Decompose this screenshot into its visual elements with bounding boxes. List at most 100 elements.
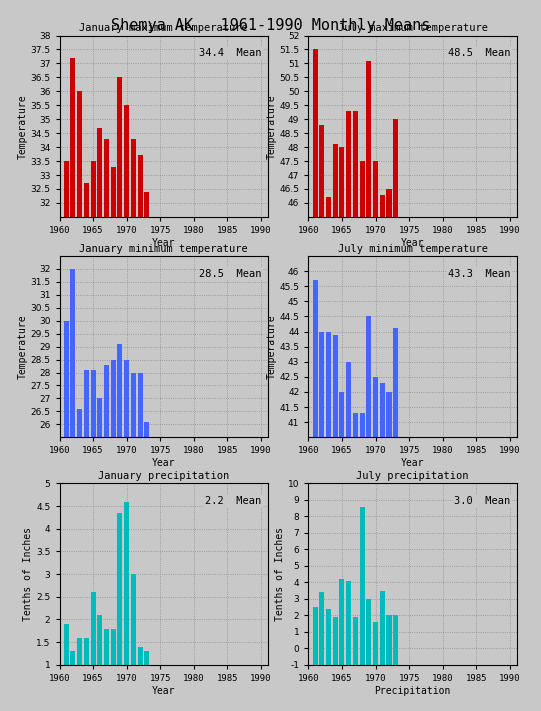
Bar xyxy=(137,373,143,437)
Y-axis label: Temperature: Temperature xyxy=(17,314,28,379)
Title: January maximum temperature: January maximum temperature xyxy=(80,23,248,33)
Bar xyxy=(70,58,75,217)
Bar xyxy=(360,506,365,665)
Bar xyxy=(326,331,331,437)
Bar xyxy=(64,161,69,217)
Bar xyxy=(64,624,69,665)
Bar xyxy=(117,344,122,437)
Bar xyxy=(70,651,75,665)
Bar xyxy=(104,629,109,665)
Bar xyxy=(360,413,365,437)
Bar xyxy=(97,127,102,217)
Bar xyxy=(333,335,338,437)
Bar xyxy=(346,111,351,217)
Bar xyxy=(104,139,109,217)
Title: July maximum temperature: July maximum temperature xyxy=(338,23,487,33)
Bar xyxy=(366,599,371,665)
Title: January precipitation: January precipitation xyxy=(98,471,229,481)
Text: 2.2  Mean: 2.2 Mean xyxy=(205,496,261,506)
X-axis label: Precipitation: Precipitation xyxy=(374,685,451,695)
Bar xyxy=(339,147,345,217)
Bar xyxy=(380,383,385,437)
Bar xyxy=(124,360,129,437)
Bar xyxy=(111,360,116,437)
Bar xyxy=(90,370,96,437)
Bar xyxy=(319,125,324,217)
Bar xyxy=(319,331,324,437)
Bar xyxy=(380,195,385,217)
Bar xyxy=(326,198,331,217)
Bar xyxy=(346,581,351,665)
Title: January minimum temperature: January minimum temperature xyxy=(80,244,248,254)
Bar xyxy=(339,579,345,665)
Bar xyxy=(77,638,82,665)
Y-axis label: Tenths of Inches: Tenths of Inches xyxy=(23,527,34,621)
Bar xyxy=(393,615,398,665)
Bar xyxy=(144,651,149,665)
Bar xyxy=(124,502,129,665)
X-axis label: Year: Year xyxy=(401,237,424,247)
Bar xyxy=(326,609,331,665)
Bar xyxy=(386,615,392,665)
Bar xyxy=(131,373,136,437)
X-axis label: Year: Year xyxy=(401,458,424,468)
Bar xyxy=(380,591,385,665)
Bar xyxy=(64,321,69,437)
Bar xyxy=(111,166,116,217)
Bar xyxy=(124,105,129,217)
Bar xyxy=(97,398,102,437)
Bar xyxy=(117,513,122,665)
Y-axis label: Temperature: Temperature xyxy=(267,314,276,379)
Bar xyxy=(144,192,149,217)
Bar xyxy=(131,574,136,665)
Bar xyxy=(366,316,371,437)
Bar xyxy=(77,91,82,217)
Bar xyxy=(90,161,96,217)
Title: July precipitation: July precipitation xyxy=(357,471,469,481)
Text: 34.4  Mean: 34.4 Mean xyxy=(199,48,261,58)
Bar xyxy=(84,370,89,437)
Bar xyxy=(360,161,365,217)
Y-axis label: Temperature: Temperature xyxy=(17,94,28,159)
Bar xyxy=(104,365,109,437)
Bar xyxy=(353,413,358,437)
Bar xyxy=(117,77,122,217)
Text: Shemya AK   1961-1990 Monthly Means: Shemya AK 1961-1990 Monthly Means xyxy=(111,18,430,33)
Bar xyxy=(393,328,398,437)
Bar xyxy=(137,156,143,217)
Text: 43.3  Mean: 43.3 Mean xyxy=(448,269,510,279)
Bar xyxy=(346,362,351,437)
Bar xyxy=(353,617,358,665)
Bar xyxy=(313,280,318,437)
Y-axis label: Temperature: Temperature xyxy=(266,94,276,159)
Bar xyxy=(90,592,96,665)
Bar xyxy=(393,119,398,217)
Bar xyxy=(319,592,324,665)
Bar xyxy=(373,622,378,665)
Bar xyxy=(84,638,89,665)
Bar xyxy=(313,50,318,217)
Bar xyxy=(137,647,143,665)
Bar xyxy=(84,183,89,217)
Bar xyxy=(366,60,371,217)
Bar xyxy=(333,617,338,665)
Bar xyxy=(77,409,82,437)
Title: July minimum temperature: July minimum temperature xyxy=(338,244,487,254)
Bar xyxy=(313,607,318,665)
Text: 3.0  Mean: 3.0 Mean xyxy=(454,496,510,506)
Bar xyxy=(339,392,345,437)
Bar xyxy=(131,139,136,217)
Bar xyxy=(353,111,358,217)
Text: 28.5  Mean: 28.5 Mean xyxy=(199,269,261,279)
X-axis label: Year: Year xyxy=(152,685,175,695)
Bar xyxy=(373,161,378,217)
X-axis label: Year: Year xyxy=(152,458,175,468)
Y-axis label: Tenths of Inches: Tenths of Inches xyxy=(275,527,285,621)
Bar xyxy=(333,144,338,217)
Bar xyxy=(144,422,149,437)
Bar xyxy=(386,189,392,217)
Bar xyxy=(386,392,392,437)
Bar xyxy=(373,377,378,437)
Bar xyxy=(97,615,102,665)
Text: 48.5  Mean: 48.5 Mean xyxy=(448,48,510,58)
